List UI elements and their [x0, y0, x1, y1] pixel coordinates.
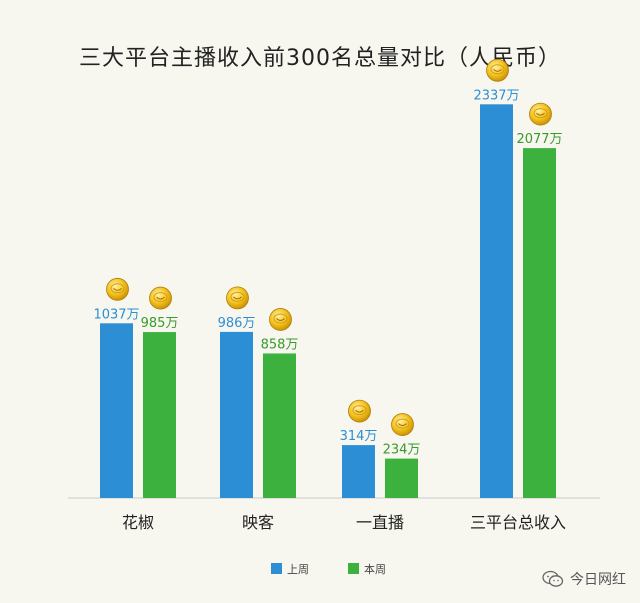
data-label: 2077万 [516, 132, 562, 147]
data-label: 858万 [261, 337, 299, 352]
bar-last-week [220, 331, 253, 498]
data-label: 234万 [383, 443, 421, 458]
gold-coin-icon [149, 286, 172, 310]
bar-this-week [263, 353, 296, 498]
gold-coin-icon [486, 58, 509, 82]
legend-swatch [271, 563, 282, 574]
x-tick-label: 三平台总收入 [470, 513, 566, 532]
gold-coin-icon [106, 277, 129, 301]
data-label: 986万 [218, 316, 256, 331]
gold-coin-icon [348, 399, 371, 423]
gold-coin-icon [529, 102, 552, 126]
legend-label: 上周 [287, 563, 309, 576]
bar-this-week [385, 458, 418, 498]
x-tick-label: 一直播 [356, 513, 404, 532]
data-label: 314万 [340, 429, 378, 444]
bar-this-week [523, 148, 556, 498]
watermark: 今日网红 [542, 569, 626, 589]
data-label: 1037万 [93, 307, 139, 322]
bar-last-week [342, 445, 375, 498]
chart-title: 三大平台主播收入前300名总量对比（人民币） [79, 46, 561, 71]
gold-coin-icon [269, 308, 292, 331]
bar-this-week [143, 332, 176, 498]
bar-last-week [480, 104, 513, 498]
gold-coin-icon [226, 286, 249, 310]
legend-swatch [348, 563, 359, 574]
x-tick-label: 花椒 [122, 513, 154, 532]
bar-last-week [100, 323, 133, 498]
data-label: 2337万 [473, 88, 519, 103]
watermark-text: 今日网红 [570, 572, 626, 588]
legend-label: 本周 [364, 562, 386, 576]
wechat-icon [542, 570, 564, 587]
gold-coin-icon [391, 413, 414, 436]
data-label: 985万 [141, 316, 179, 331]
x-tick-label: 映客 [242, 513, 274, 532]
